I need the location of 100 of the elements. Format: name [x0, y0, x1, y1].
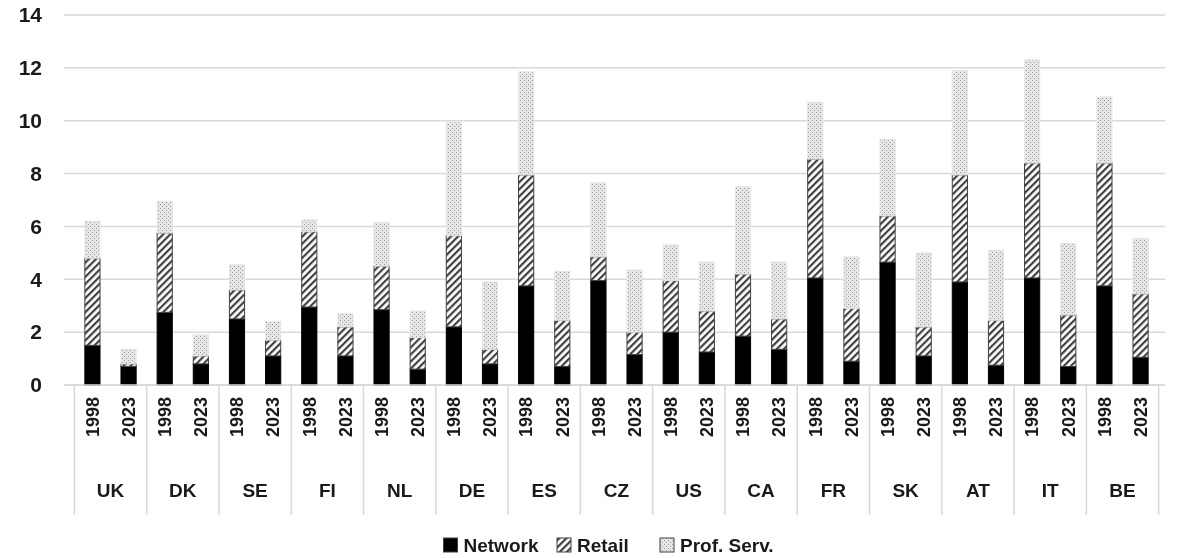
bar [1060, 243, 1077, 316]
x-tick-label: 1998 [588, 397, 609, 438]
bar [373, 309, 390, 386]
bar [409, 310, 426, 338]
bar [445, 121, 462, 237]
bar [192, 334, 209, 357]
bar [554, 270, 571, 321]
bar [301, 219, 318, 233]
bar [337, 313, 354, 328]
bar [987, 319, 1005, 366]
legend-label: Prof. Serv. [680, 534, 774, 556]
text: BE [1109, 480, 1136, 501]
x-tick-label: 1998 [661, 397, 682, 438]
bar [120, 366, 137, 386]
bar [156, 200, 173, 234]
bar [120, 348, 137, 365]
legend-label: Network [463, 534, 539, 556]
bar [481, 281, 499, 350]
y-tick-label: 8 [30, 161, 43, 185]
text: CA [747, 480, 776, 501]
text: DE [458, 480, 486, 501]
bar [518, 71, 535, 176]
text: CZ [603, 480, 630, 501]
bar [807, 277, 824, 386]
text: DK [169, 480, 197, 501]
x-tick-label: 1998 [805, 397, 826, 438]
bar [518, 285, 535, 386]
bar [951, 70, 968, 176]
text: FI [318, 480, 336, 501]
bar [228, 264, 246, 291]
bar [481, 348, 499, 365]
bar [771, 318, 788, 350]
bar [771, 261, 788, 320]
bar [156, 232, 173, 313]
text: UK [96, 480, 125, 501]
x-tick-label: 2023 [986, 397, 1007, 438]
bar [1060, 314, 1077, 367]
bar [626, 269, 643, 333]
x-tick-label: 1998 [1094, 397, 1115, 438]
text: NL [386, 480, 413, 501]
bar [807, 158, 824, 279]
bar [734, 186, 752, 275]
bar [1096, 162, 1113, 287]
x-tick-label: 1998 [950, 397, 971, 438]
x-tick-label: 2023 [191, 397, 212, 438]
x-tick-label: 2023 [118, 397, 139, 438]
legend-label: Retail [577, 534, 629, 556]
y-tick-label: 12 [18, 56, 42, 80]
y-tick-label: 6 [30, 214, 42, 238]
x-tick-label: 2023 [408, 397, 429, 438]
bar [807, 101, 824, 160]
text: FR [820, 480, 847, 501]
bar [843, 360, 860, 386]
bar [84, 344, 101, 386]
bar [1096, 96, 1113, 164]
x-tick-label: 2023 [697, 397, 718, 438]
bar [301, 231, 318, 308]
bar [698, 261, 715, 312]
bar [951, 174, 968, 283]
bar [554, 319, 571, 367]
bar [373, 221, 390, 267]
bar [590, 256, 607, 282]
bar [1132, 356, 1149, 386]
bar [1096, 285, 1113, 386]
text: US [675, 480, 702, 501]
bar [987, 249, 1005, 321]
x-tick-label: 1998 [516, 397, 537, 438]
bar [156, 311, 173, 386]
bar [662, 280, 679, 333]
bar [409, 336, 426, 370]
y-tick-label: 2 [30, 320, 42, 344]
y-tick-label: 10 [18, 109, 42, 133]
text: SK [892, 480, 920, 501]
bar [951, 281, 968, 386]
x-tick-label: 2023 [335, 397, 356, 438]
bar [445, 235, 462, 328]
bar [879, 261, 896, 386]
bar [1024, 59, 1041, 164]
bar [734, 335, 752, 386]
bar [879, 215, 896, 263]
bar [337, 355, 354, 386]
text: IT [1041, 480, 1060, 501]
x-tick-label: 1998 [299, 397, 320, 438]
bar [626, 331, 643, 356]
bar [843, 256, 860, 309]
x-tick-label: 1998 [371, 397, 392, 438]
bar [734, 273, 752, 337]
text: ES [531, 480, 557, 501]
x-tick-label: 2023 [480, 397, 501, 438]
text: SE [242, 480, 268, 501]
x-tick-label: 1998 [733, 397, 754, 438]
bar [915, 355, 932, 386]
text: AT [965, 480, 991, 501]
x-tick-label: 2023 [914, 397, 935, 438]
bar [662, 331, 679, 386]
bar [662, 244, 679, 282]
bar [84, 257, 101, 346]
bar [590, 280, 607, 386]
bar [1024, 162, 1041, 279]
bar [843, 307, 860, 362]
